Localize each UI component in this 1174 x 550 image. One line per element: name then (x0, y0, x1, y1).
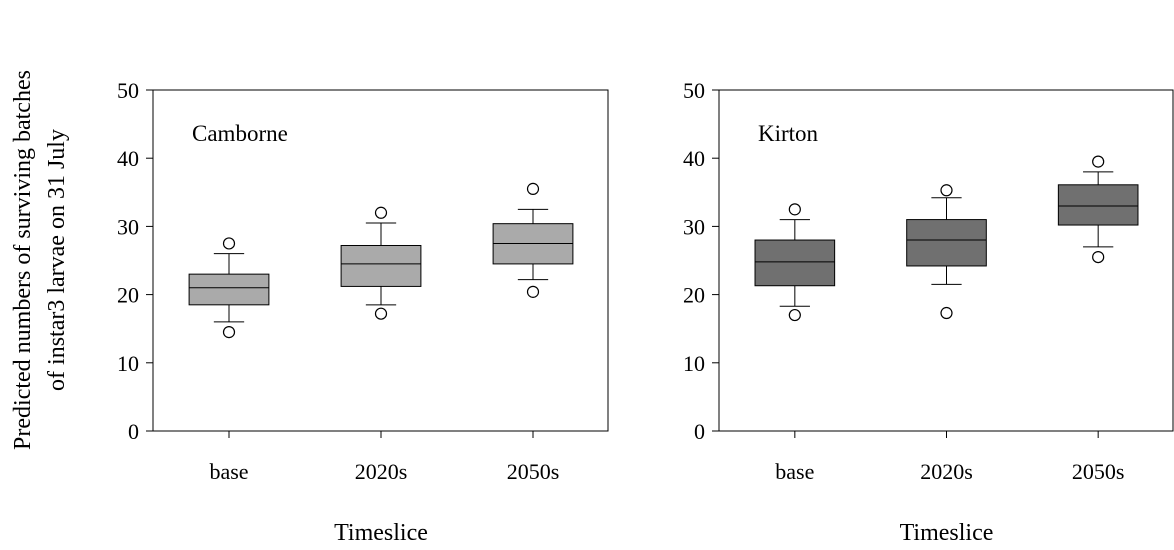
outlier-point (1092, 155, 1105, 168)
outlier-point (940, 306, 953, 320)
outlier-point (788, 308, 801, 322)
box-2050s (492, 182, 574, 298)
x-tick-label: base (209, 459, 248, 484)
y-tick-label: 50 (683, 78, 705, 103)
x-axis-title: Timeslice (900, 520, 994, 545)
x-tick-label: 2050s (1072, 459, 1125, 484)
box-2020s (906, 184, 987, 320)
box-iqr (906, 219, 987, 267)
y-tick-label: 10 (683, 351, 705, 376)
y-tick-label: 10 (117, 351, 139, 376)
y-tick-label: 0 (694, 419, 705, 444)
y-tick-label: 20 (117, 283, 139, 308)
panels: 0 10 20 30 40 50 base 2020s 2050s Timeslice Cambor… (117, 78, 1174, 546)
y-tick-label: 40 (117, 146, 139, 171)
box-2050s (1057, 155, 1139, 264)
x-tick-label: 2020s (920, 459, 973, 484)
x-axis-title: Timeslice (334, 520, 428, 545)
y-tick-label: 30 (117, 214, 139, 239)
outlier-point (222, 237, 236, 250)
outlier-point (940, 184, 953, 197)
panel-0: 0 10 20 30 40 50 base 2020s 2050s Timeslice Cambor… (117, 78, 609, 546)
box-iqr (340, 244, 422, 287)
box-2020s (340, 206, 422, 320)
panel-label: Kirton (758, 121, 819, 146)
y-tick-label: 30 (683, 214, 705, 239)
panel-label: Camborne (192, 121, 288, 146)
outlier-point (222, 326, 236, 339)
box-iqr (754, 239, 836, 287)
box-base (188, 237, 270, 339)
y-tick-label: 20 (683, 283, 705, 308)
y-tick-label: 0 (128, 419, 139, 444)
outlier-point (526, 182, 540, 195)
panel-1: 0 10 20 30 40 50 base 2020s 2050s Timeslice Kirton (683, 78, 1174, 546)
outlier-point (374, 307, 388, 320)
y-tick-label: 50 (117, 78, 139, 103)
x-tick-label: base (775, 459, 814, 484)
y-axis-title-line2: of instar3 larvae on 31 July (44, 129, 70, 391)
x-tick-label: 2020s (355, 459, 408, 484)
outlier-point (1092, 250, 1105, 264)
y-axis-title: Predicted numbers of surviving batches o… (10, 70, 70, 450)
box-iqr (1057, 184, 1139, 226)
outlier-point (374, 206, 388, 219)
y-axis-title-line1: Predicted numbers of surviving batches (10, 70, 36, 450)
x-tick-label: 2050s (507, 459, 560, 484)
y-tick-label: 40 (683, 146, 705, 171)
outlier-point (526, 285, 540, 298)
box-base (754, 203, 836, 322)
outlier-point (788, 203, 801, 216)
box-iqr (188, 273, 270, 306)
